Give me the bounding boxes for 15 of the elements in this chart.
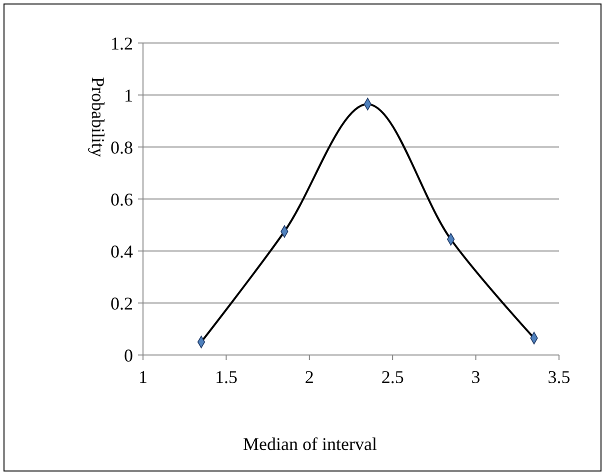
x-tick-label: 3 [471,367,480,387]
y-tick-label: 0.6 [110,189,133,210]
y-tick-label: 1 [124,85,133,106]
x-tick-label: 1 [138,367,148,387]
y-tick-label: 0.2 [110,293,133,314]
x-tick-label: 1.5 [214,367,238,387]
y-tick-label: 0.8 [110,137,133,158]
x-tick-label: 2.5 [381,367,404,387]
y-tick-label: 0 [124,345,133,366]
x-tick-label: 3.5 [548,367,570,387]
x-axis-title: Median of interval [243,434,377,454]
y-tick-label: 1.2 [110,33,133,54]
x-tick-label: 2 [304,367,314,387]
y-axis-title: Probability [88,77,108,157]
y-tick-label: 0.4 [110,241,133,262]
